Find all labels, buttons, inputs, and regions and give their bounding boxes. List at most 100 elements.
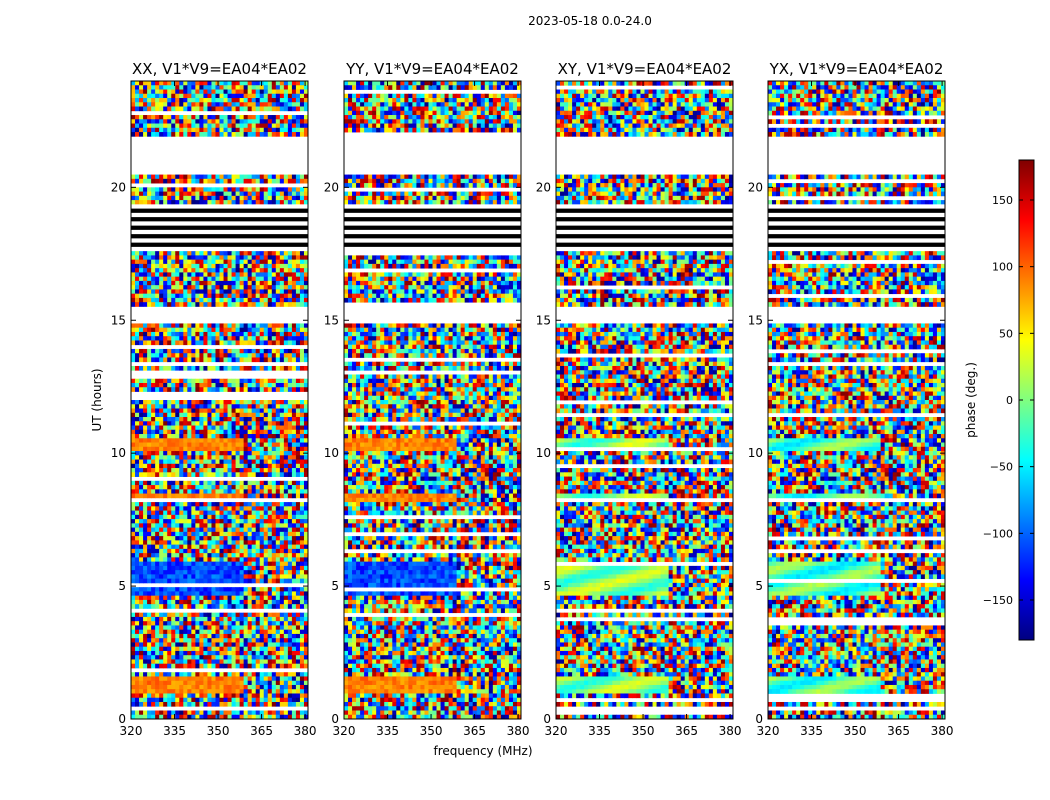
data-cell [299,714,305,719]
data-cell [199,655,204,660]
data-cell [295,263,301,269]
data-cell [211,404,216,409]
data-cell [155,323,160,329]
data-cell [171,693,176,699]
data-cell [303,697,308,703]
data-cell [303,561,308,567]
data-cell [155,646,160,652]
data-cell [135,714,140,719]
data-cell [299,570,305,575]
data-cell [247,412,253,418]
data-cell [159,123,164,129]
data-cell [251,195,257,201]
data-cell [147,259,152,265]
data-cell [199,289,204,295]
data-cell [203,650,208,656]
data-cell [279,178,285,184]
data-cell [151,353,156,358]
data-cell [235,289,241,295]
data-cell [175,697,180,703]
data-cell [223,89,228,95]
data-cell [267,263,273,269]
data-cell [175,578,180,584]
data-cell [227,293,232,299]
data-cell [223,438,228,443]
data-cell [135,353,140,358]
data-cell [215,455,220,460]
data-cell [223,425,228,431]
data-cell [151,459,156,465]
data-cell [239,701,245,707]
data-cell [251,578,257,584]
data-cell [175,612,180,618]
data-cell [159,85,164,90]
data-cell [247,557,253,563]
data-cell [295,400,301,405]
data-cell [139,663,144,669]
data-cell [243,676,249,682]
data-cell [155,655,160,660]
data-cell [283,451,289,456]
data-cell [183,629,188,635]
data-cell [295,621,301,626]
data-cell [255,425,261,431]
data-cell [143,519,148,524]
data-cell [147,689,152,694]
data-cell [243,438,249,443]
data-cell [155,553,160,558]
data-cell [151,331,156,337]
data-cell [283,268,289,273]
data-cell [203,421,208,426]
data-cell [167,293,172,299]
data-cell [175,527,180,533]
data-cell [151,276,156,282]
data-cell [139,98,144,103]
data-cell [159,659,164,665]
data-cell [231,106,236,112]
data-cell [279,531,285,537]
data-cell [243,578,249,584]
data-cell [203,85,208,90]
data-cell [299,646,305,652]
data-cell [295,365,301,371]
data-cell [259,519,265,524]
data-cell [287,587,293,592]
data-cell [159,502,164,507]
data-cell [151,293,156,299]
data-cell [279,629,285,635]
data-cell [275,302,281,307]
data-cell [263,340,269,346]
data-cell [247,463,253,469]
data-cell [207,268,212,273]
data-cell [159,510,164,516]
data-cell [191,655,196,660]
data-cell [183,519,188,524]
data-cell [187,531,192,537]
data-cell [295,255,301,261]
data-cell [131,438,136,443]
data-cell [295,599,301,605]
data-cell [283,663,289,669]
data-cell [211,127,216,133]
data-cell [287,570,293,575]
data-cell [255,714,261,719]
data-cell [251,468,257,473]
data-cell [247,540,253,546]
data-cell [223,480,228,486]
data-cell [267,331,273,337]
data-cell [163,187,168,192]
data-cell [207,85,212,90]
data-cell [235,489,241,494]
data-cell [143,187,148,192]
data-cell [135,251,140,256]
data-cell [143,85,148,90]
data-cell [299,421,305,426]
data-cell [263,480,269,486]
data-cell [291,616,297,622]
data-cell [239,187,245,192]
data-cell [155,263,160,269]
data-cell [155,438,160,443]
data-cell [175,621,180,626]
data-cell [251,438,257,443]
data-cell [227,570,232,575]
